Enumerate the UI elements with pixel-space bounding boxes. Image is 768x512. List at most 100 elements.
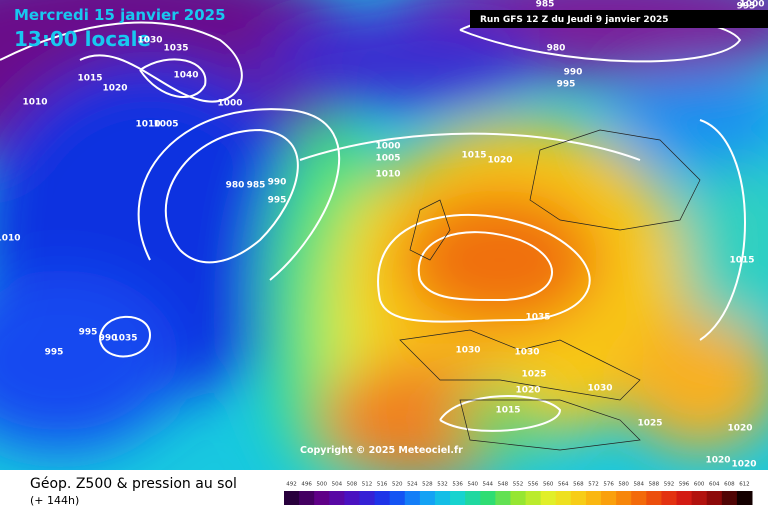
colorbar-swatch xyxy=(284,491,300,505)
colorbar-label: 528 xyxy=(422,482,433,488)
colorbar-swatch xyxy=(736,491,753,505)
isobar-label: 980 xyxy=(226,181,245,191)
colorbar-swatch xyxy=(404,491,421,505)
colorbar-label: 560 xyxy=(543,482,554,488)
lead-time: (+ 144h) xyxy=(30,494,79,507)
field xyxy=(0,0,768,470)
colorbar-swatch xyxy=(706,491,723,505)
isobar-label: 1015 xyxy=(495,406,520,416)
run-box xyxy=(470,10,768,28)
isobar-label: 1025 xyxy=(637,419,662,429)
colorbar-label: 496 xyxy=(301,482,312,488)
colorbar-swatch xyxy=(646,491,662,505)
isobar xyxy=(99,315,152,358)
isobar xyxy=(699,119,746,341)
isobar-label: 1005 xyxy=(375,154,400,164)
colorbar-swatch xyxy=(691,491,708,505)
colorbar-label: 580 xyxy=(618,482,629,488)
colorbar: 492 496 500 504 508 512 516 520 524 528 532 536 540 5… xyxy=(284,482,753,505)
colorbar-swatch xyxy=(434,491,451,505)
colorbar-label: 504 xyxy=(332,482,343,488)
colorbar-label: 524 xyxy=(407,482,418,488)
isobar xyxy=(377,214,591,323)
run-info: Run GFS 12 Z du Jeudi 9 janvier 2025 xyxy=(480,15,669,25)
colorbar-label: 544 xyxy=(483,482,494,488)
date: Mercredi 15 janvier 2025 xyxy=(14,6,226,24)
isobar-label: 1000 xyxy=(375,142,400,152)
colorbar-label: 612 xyxy=(739,482,750,488)
isobar-label: 985 xyxy=(536,0,555,10)
isobar-label: 995 xyxy=(79,328,98,338)
colorbar-label: 552 xyxy=(513,482,524,488)
colorbar-swatch xyxy=(540,491,557,505)
coastline xyxy=(399,129,701,451)
colorbar-swatch xyxy=(389,491,406,505)
colorbar-swatch xyxy=(570,491,587,505)
isobar-label: 1005 xyxy=(153,120,178,130)
colorbar-label: 596 xyxy=(679,482,690,488)
colorbar-label: 520 xyxy=(392,482,403,488)
colorbar-swatch xyxy=(374,491,391,505)
colorbar-label: 568 xyxy=(573,482,584,488)
colorbar-swatch xyxy=(450,491,466,505)
isobar xyxy=(417,231,553,302)
isobar-label: 1030 xyxy=(587,384,612,394)
colorbar-label: 516 xyxy=(377,482,388,488)
colorbar-swatch xyxy=(676,491,693,505)
colorbar-label: 536 xyxy=(452,482,463,488)
isobar-label: 1020 xyxy=(102,84,127,94)
isobar xyxy=(164,128,299,264)
isobar-label: 1030 xyxy=(514,348,539,358)
isobar-label: 995 xyxy=(737,2,756,12)
colorbar-swatch xyxy=(465,491,481,505)
isobar-label: 1010 xyxy=(375,170,400,180)
colorbar-swatch xyxy=(631,491,647,505)
isobar-label: 1000 xyxy=(217,99,242,109)
colorbar-label: 508 xyxy=(347,482,358,488)
colorbar-label: 564 xyxy=(558,482,569,488)
isobar-label: 1010 xyxy=(0,234,21,244)
isobar-label: 1010 xyxy=(22,98,47,108)
isobar-label: 995 xyxy=(45,348,64,358)
colorbar-swatch xyxy=(616,491,632,505)
legend-title: Géop. Z500 & pression au sol xyxy=(30,476,237,492)
isobar-label: 990 xyxy=(268,178,287,188)
colorbar-label: 608 xyxy=(724,482,735,488)
colorbar-label: 584 xyxy=(634,482,645,488)
time: 13:00 locale xyxy=(14,27,151,51)
colorbar-swatch xyxy=(661,491,678,505)
isobar-label: 1030 xyxy=(455,346,480,356)
colorbar-swatch xyxy=(419,491,436,505)
isobar-label: 1020 xyxy=(705,456,730,466)
isobar-label: 1035 xyxy=(525,313,550,323)
colorbar-swatch xyxy=(495,491,511,505)
colorbar-swatch xyxy=(721,491,738,505)
colorbar-label: 572 xyxy=(588,482,599,488)
isobar-label: 1020 xyxy=(487,156,512,166)
colorbar-label: 600 xyxy=(694,482,705,488)
colorbar-label: 556 xyxy=(528,482,539,488)
isobar-label: 1020 xyxy=(727,424,752,434)
colorbar-label: 592 xyxy=(664,482,675,488)
isobar-label: 1000 xyxy=(739,0,764,10)
isobar-label: 985 xyxy=(247,181,266,191)
isobar xyxy=(439,395,562,432)
colorbar-label: 540 xyxy=(467,482,478,488)
isobar-label: 980 xyxy=(547,44,566,54)
colorbar-swatch xyxy=(555,491,572,505)
isobar-label: 995 xyxy=(268,196,287,206)
isobar-label: 1015 xyxy=(461,151,486,161)
colorbar-swatch xyxy=(344,491,360,505)
isobar-label: 1015 xyxy=(77,74,102,84)
colorbar-swatch xyxy=(510,491,527,505)
isobar-label: 1010 xyxy=(135,120,160,130)
colorbar-swatch xyxy=(299,491,315,505)
colorbar-label: 492 xyxy=(286,482,297,488)
isobar-label: 1020 xyxy=(515,386,540,396)
isobar-label: 1025 xyxy=(521,370,546,380)
colorbar-swatch xyxy=(314,491,330,505)
isobar-label: 1020 xyxy=(731,460,756,470)
colorbar-swatch xyxy=(359,491,376,505)
